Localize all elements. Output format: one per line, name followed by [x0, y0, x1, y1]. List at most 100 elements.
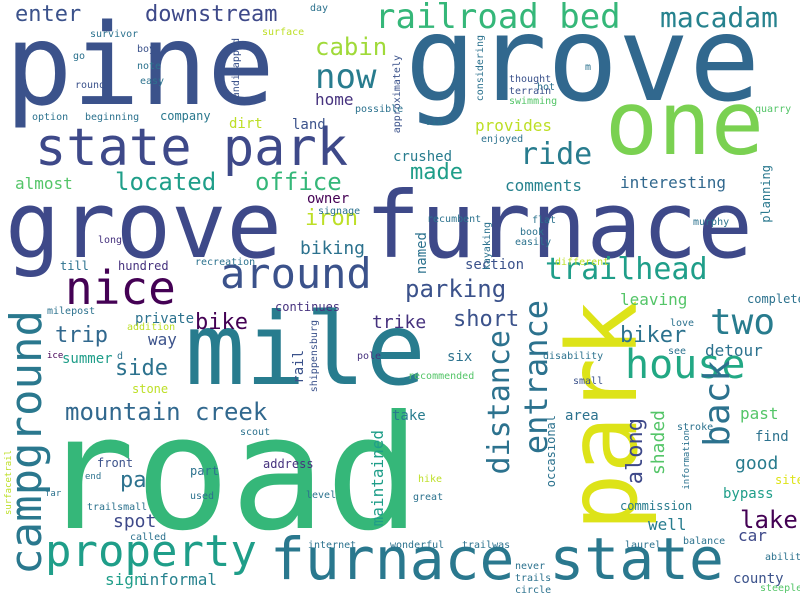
cloud-word: furnace state: [270, 525, 724, 593]
cloud-word: occasional: [544, 415, 558, 488]
cloud-word: biking: [300, 238, 366, 259]
cloud-word: rail: [291, 350, 307, 384]
cloud-word: continues: [275, 300, 341, 314]
cloud-word: provides: [475, 116, 553, 135]
cloud-word: distance: [482, 330, 517, 475]
cloud-word: maintained: [368, 430, 387, 527]
cloud-word: different: [555, 257, 610, 268]
cloud-word: iron: [305, 206, 358, 231]
cloud-word: shaded: [648, 410, 669, 476]
cloud-word: long: [98, 235, 123, 246]
cloud-word: bypass: [723, 486, 774, 502]
cloud-word: used: [190, 491, 215, 502]
cloud-word: stone: [132, 382, 169, 396]
cloud-word: along: [623, 418, 648, 485]
cloud-word: milepost: [47, 306, 96, 317]
cloud-word: ride: [520, 137, 593, 172]
cloud-word: beginning: [85, 112, 140, 123]
cloud-word: six: [447, 349, 473, 365]
cloud-word: called: [130, 532, 167, 543]
cloud-word: car: [738, 526, 767, 545]
cloud-word: pole: [357, 351, 382, 362]
cloud-word: thought: [509, 74, 552, 85]
cloud-word: furnace: [365, 172, 753, 279]
cloud-word: front: [97, 456, 134, 470]
cloud-word: grove: [405, 0, 761, 128]
cloud-word: easily: [515, 237, 552, 248]
cloud-word: trip: [55, 323, 108, 348]
cloud-word: see: [668, 346, 687, 357]
cloud-word: grove: [5, 172, 282, 279]
cloud-word: property: [45, 526, 257, 577]
cloud-word: approximately: [392, 55, 403, 134]
cloud-word: note: [137, 61, 162, 72]
cloud-word: county: [733, 571, 784, 587]
cloud-word: company: [160, 109, 211, 123]
cloud-word: well: [648, 515, 687, 534]
cloud-word: scout: [240, 427, 271, 438]
cloud-word: mountain creek: [65, 398, 268, 426]
cloud-word: go: [73, 51, 86, 62]
cloud-word: via: [425, 117, 444, 128]
cloud-word: far: [45, 489, 62, 499]
cloud-word: trailhead: [545, 252, 708, 287]
cloud-word: home: [315, 90, 354, 109]
cloud-word: almost: [15, 174, 73, 193]
cloud-word: quarry: [755, 104, 792, 115]
cloud-word: m: [585, 62, 592, 73]
cloud-word: recommended: [408, 371, 475, 382]
cloud-word: d: [117, 351, 124, 362]
cloud-word: till: [60, 259, 89, 273]
cloud-word: good: [735, 453, 779, 474]
cloud-word: love: [670, 318, 695, 329]
cloud-word: stroke: [677, 422, 714, 433]
cloud-word: murphy: [693, 217, 730, 228]
cloud-word: considering: [475, 35, 486, 102]
cloud-word: leaving: [620, 290, 688, 309]
cloud-word: hike: [418, 474, 443, 485]
cloud-word: enter: [15, 2, 82, 27]
cloud-word: trailwas: [462, 540, 511, 551]
cloud-word: section: [465, 257, 525, 273]
cloud-word: located: [115, 168, 217, 196]
cloud-word: site: [775, 473, 800, 487]
cloud-word: commission: [620, 499, 693, 513]
cloud-word: sign: [105, 570, 144, 589]
cloud-word: back: [697, 360, 738, 447]
cloud-word: laurel: [625, 540, 662, 551]
cloud-word: informal: [140, 570, 218, 589]
cloud-word: end: [85, 472, 102, 482]
cloud-word: internet: [308, 540, 357, 551]
cloud-word: house: [625, 342, 746, 388]
cloud-word: spot: [113, 511, 157, 532]
cloud-word: round: [75, 80, 106, 91]
cloud-word: detour: [705, 341, 763, 360]
cloud-word: circle: [515, 585, 552, 596]
cloud-word: ice: [47, 351, 64, 361]
cloud-word: steeple: [760, 583, 800, 594]
cloud-word: swimming: [509, 96, 558, 107]
cloud-word: mile: [185, 291, 426, 408]
cloud-word: hundred: [118, 259, 169, 273]
cloud-word: possible: [355, 104, 404, 115]
cloud-word: boy: [137, 44, 156, 55]
cloud-word: side: [115, 356, 168, 381]
cloud-word: biker: [620, 323, 687, 348]
cloud-word: information: [682, 430, 692, 490]
cloud-word: trailsmall: [87, 502, 148, 513]
cloud-word: address: [263, 457, 314, 471]
cloud-word: surfacetrail: [4, 450, 14, 516]
cloud-word: dirt: [229, 116, 263, 132]
cloud-word: downstream: [145, 2, 278, 27]
cloud-word: pine: [5, 1, 275, 131]
cloud-word: disability: [543, 351, 604, 362]
cloud-word: crushed: [393, 149, 453, 165]
cloud-word: bike: [195, 310, 248, 335]
cloud-word: land: [292, 117, 326, 133]
cloud-word: small: [573, 376, 604, 387]
cloud-word: option: [32, 112, 69, 123]
cloud-word: terrain: [509, 86, 552, 97]
cloud-word: now: [315, 57, 377, 97]
cloud-word: take: [392, 408, 426, 424]
